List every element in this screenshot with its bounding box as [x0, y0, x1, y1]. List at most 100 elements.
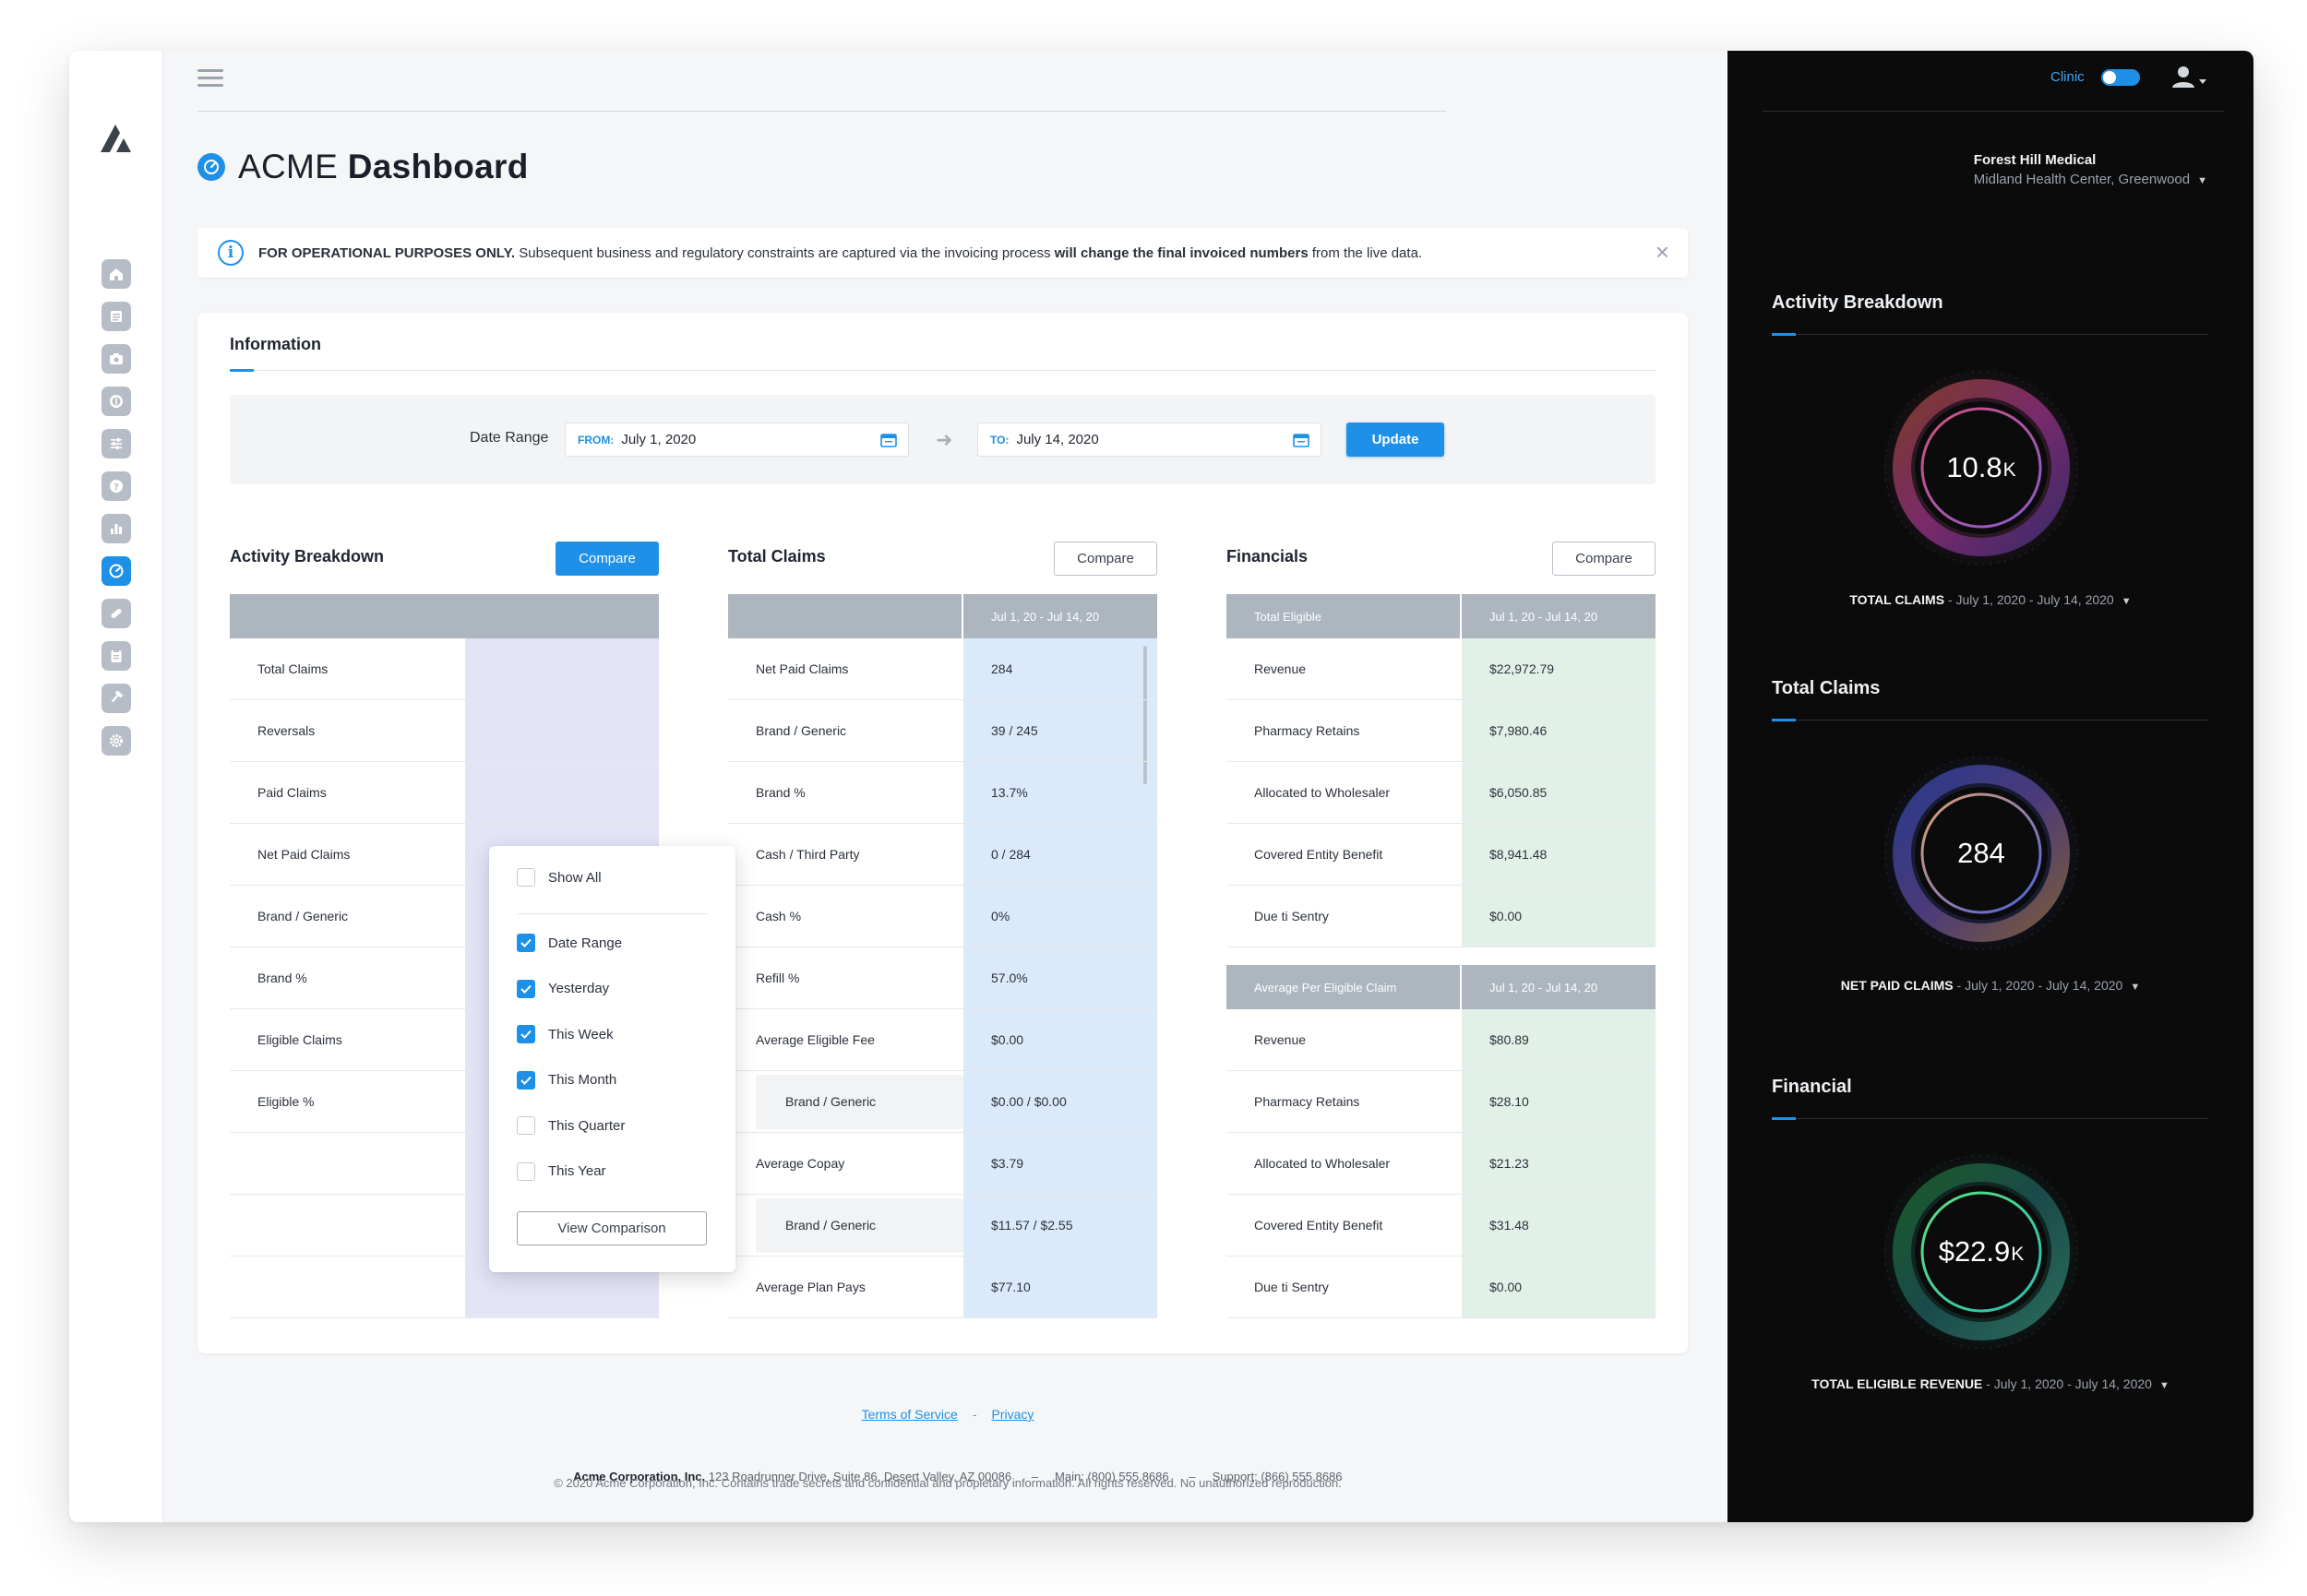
footer-address: Acme Corporation, Inc. 123 Roadrunner Dr… — [573, 1470, 1343, 1483]
close-icon[interactable]: × — [1655, 238, 1669, 266]
panel-section-divider — [1772, 334, 2208, 335]
nav-finance[interactable] — [102, 387, 131, 416]
from-date-field[interactable]: FROM: July 1, 2020 — [565, 423, 909, 457]
metric-caption[interactable]: TOTAL ELIGIBLE REVENUE - July 1, 2020 - … — [1727, 1376, 2253, 1391]
checkbox[interactable] — [517, 979, 535, 998]
row-value: 13.7% — [991, 785, 1028, 800]
value-column — [1462, 1009, 1656, 1318]
nav-home[interactable] — [102, 259, 131, 289]
row-label: Brand / Generic — [785, 1094, 877, 1109]
panel-section-divider — [1772, 1118, 2208, 1119]
nav-settings[interactable] — [102, 726, 131, 756]
table-row: Due ti Sentry $0.00 — [1226, 1257, 1656, 1318]
metric-value: $22.9 K — [1880, 1150, 2083, 1353]
activity-breakdown-title: Activity Breakdown — [230, 547, 385, 566]
user-menu-icon[interactable] — [2170, 64, 2207, 91]
nav-reports[interactable] — [102, 514, 131, 543]
value-column — [963, 638, 1157, 1318]
activity-compare-button[interactable]: Compare — [556, 542, 659, 576]
financials-compare-button[interactable]: Compare — [1552, 542, 1656, 576]
metric-gauge: 284 — [1880, 752, 2083, 955]
row-label: Average Copay — [756, 1156, 845, 1171]
row-value — [465, 638, 493, 699]
table-row: Revenue $80.89 — [1226, 1009, 1656, 1071]
show-all-option[interactable]: Show All — [517, 868, 602, 887]
total-claims-title: Total Claims — [728, 547, 826, 566]
acme-logo[interactable] — [97, 117, 137, 158]
checkbox[interactable] — [517, 1116, 535, 1135]
row-value: $0.00 — [991, 1032, 1024, 1047]
panel-section-accent — [1772, 333, 1796, 336]
calendar-icon[interactable] — [1293, 433, 1309, 447]
metric-caption[interactable]: TOTAL CLAIMS - July 1, 2020 - July 14, 2… — [1727, 592, 2253, 607]
to-date-field[interactable]: TO: July 14, 2020 — [977, 423, 1321, 457]
scrollbar[interactable] — [1143, 646, 1147, 784]
row-value: 57.0% — [991, 971, 1028, 985]
row-value: $22,972.79 — [1489, 661, 1555, 676]
menu-icon[interactable] — [197, 69, 223, 91]
checkbox[interactable] — [517, 1070, 535, 1090]
row-label: Pharmacy Retains — [1254, 1094, 1360, 1109]
row-label: Average Eligible Fee — [756, 1032, 875, 1047]
row-value — [465, 700, 493, 761]
table-row: Brand / Generic 39 / 245 — [728, 700, 1157, 762]
arrow-right-icon: ➜ — [936, 428, 953, 451]
nav-help[interactable]: ? — [102, 471, 131, 501]
compare-option-label: This Month — [548, 1072, 617, 1088]
metric-gauge: $22.9 K — [1880, 1150, 2083, 1353]
row-value: 284 — [991, 661, 1013, 676]
checkbox[interactable] — [517, 1161, 535, 1181]
row-value: $80.89 — [1489, 1032, 1529, 1047]
nav-list[interactable] — [102, 302, 131, 331]
home-icon — [110, 268, 123, 280]
table-row: Revenue $22,972.79 — [1226, 638, 1656, 700]
row-value — [465, 762, 493, 823]
metric-caption[interactable]: NET PAID CLAIMS - July 1, 2020 - July 14… — [1727, 978, 2253, 993]
checkbox[interactable] — [517, 1025, 535, 1043]
nav-dashboard[interactable] — [102, 556, 131, 586]
row-label: Eligible % — [257, 1094, 315, 1109]
calendar-icon[interactable] — [880, 433, 897, 447]
checkbox[interactable] — [517, 868, 535, 887]
clinic-toggle-label: Clinic — [2050, 69, 2085, 85]
compare-option[interactable]: This Week — [517, 1025, 614, 1043]
table-row: Brand % 13.7% — [728, 762, 1157, 824]
row-value: $0.00 / $0.00 — [991, 1094, 1067, 1109]
nav-clipboard[interactable] — [102, 641, 131, 671]
compare-option[interactable]: This Month — [517, 1070, 617, 1090]
svg-text:?: ? — [114, 482, 119, 493]
privacy-link[interactable]: Privacy — [991, 1407, 1034, 1422]
show-all-label: Show All — [548, 869, 602, 886]
nav-pharmacy[interactable] — [102, 599, 131, 628]
compare-dropdown: Show All View Comparison Date Range Yeste… — [489, 846, 735, 1272]
dashboard-icon — [109, 564, 124, 578]
compare-option[interactable]: This Year — [517, 1161, 606, 1181]
nav-tools[interactable] — [102, 684, 131, 713]
metric-suffix: K — [2002, 459, 2016, 481]
terms-link[interactable]: Terms of Service — [861, 1407, 958, 1422]
card-title: Information — [230, 335, 321, 353]
claims-compare-button[interactable]: Compare — [1054, 542, 1157, 576]
clinic-toggle[interactable] — [2101, 69, 2140, 86]
view-comparison-button[interactable]: View Comparison — [517, 1211, 707, 1245]
table-header-period: Jul 1, 20 - Jul 14, 20 — [963, 594, 1157, 638]
financials-title: Financials — [1226, 547, 1309, 566]
facility-selector[interactable]: Forest Hill Medical Midland Health Cente… — [1974, 152, 2207, 187]
nav-camera[interactable] — [102, 344, 131, 374]
table-row: Refill % 57.0% — [728, 947, 1157, 1009]
compare-option[interactable]: Date Range — [517, 934, 622, 952]
row-label: Allocated to Wholesaler — [1254, 785, 1391, 800]
compare-option-label: Date Range — [548, 935, 623, 951]
to-date-value: July 14, 2020 — [1016, 432, 1099, 447]
information-card: Information Date Range FROM: July 1, 202… — [197, 313, 1688, 1353]
nav-settings-sliders[interactable] — [102, 429, 131, 459]
pill-icon — [111, 608, 122, 619]
row-value: $0.00 — [1489, 909, 1523, 923]
checkbox[interactable] — [517, 934, 535, 952]
compare-option[interactable]: Yesterday — [517, 979, 609, 998]
update-button[interactable]: Update — [1346, 423, 1444, 457]
table-row: Average Plan Pays $77.10 — [728, 1257, 1157, 1318]
compare-option[interactable]: This Quarter — [517, 1116, 625, 1135]
row-label: Eligible Claims — [257, 1032, 342, 1047]
row-label: Brand / Generic — [756, 723, 847, 738]
